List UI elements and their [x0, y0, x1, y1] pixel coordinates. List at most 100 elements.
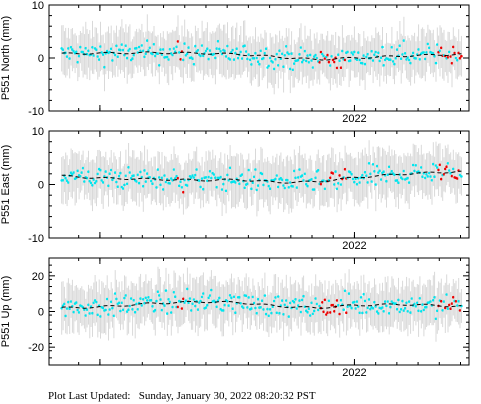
daily-estimate-point [298, 168, 301, 171]
rapid-estimate-point [450, 302, 454, 305]
daily-estimate-point [144, 180, 148, 183]
daily-estimate-point [275, 174, 279, 177]
daily-estimate-point [263, 51, 267, 55]
daily-estimate-point [228, 166, 232, 170]
daily-estimate-point [75, 50, 78, 54]
daily-estimate-point [76, 169, 80, 173]
daily-estimate-point [174, 177, 177, 180]
daily-estimate-point [339, 298, 343, 302]
daily-estimate-point [107, 184, 110, 188]
daily-estimate-point [285, 299, 288, 302]
daily-estimate-point [446, 307, 450, 311]
daily-estimate-point [232, 295, 236, 299]
daily-estimate-point [212, 52, 216, 56]
daily-estimate-point [152, 42, 156, 46]
daily-estimate-point [136, 173, 140, 177]
daily-estimate-point [382, 310, 386, 313]
daily-estimate-point [254, 51, 257, 55]
rapid-estimate-point [182, 190, 185, 194]
daily-estimate-point [429, 300, 432, 303]
daily-estimate-point [200, 44, 204, 47]
daily-estimate-point [123, 53, 126, 57]
daily-estimate-point [337, 303, 340, 307]
daily-estimate-point [95, 48, 98, 51]
daily-estimate-point [119, 171, 122, 175]
daily-estimate-point [385, 179, 388, 183]
daily-estimate-point [406, 310, 410, 313]
daily-estimate-point [379, 56, 383, 59]
daily-estimate-point [223, 303, 227, 307]
rapid-estimate-point [327, 60, 331, 64]
daily-estimate-point [158, 64, 161, 67]
rapid-estimate-point [440, 46, 443, 50]
daily-estimate-point [351, 177, 355, 181]
daily-estimate-point [210, 176, 213, 180]
daily-estimate-point [69, 45, 73, 49]
daily-estimate-point [222, 182, 225, 186]
daily-estimate-point [172, 168, 176, 171]
trend-line [61, 300, 462, 309]
daily-estimate-point [226, 44, 229, 48]
daily-estimate-point [339, 183, 343, 186]
daily-estimate-point [96, 172, 100, 176]
daily-estimate-point [414, 57, 418, 60]
daily-estimate-point [79, 175, 82, 178]
daily-estimate-point [159, 183, 162, 187]
daily-estimate-point [64, 176, 67, 180]
daily-estimate-point [436, 43, 439, 46]
daily-estimate-point [387, 165, 391, 169]
daily-estimate-point [162, 302, 165, 305]
daily-estimate-point [244, 294, 248, 298]
rapid-estimate-point [335, 299, 339, 302]
daily-estimate-point [366, 306, 370, 310]
daily-estimate-point [310, 178, 314, 181]
rapid-estimate-point [449, 307, 453, 311]
daily-estimate-point [208, 294, 212, 297]
daily-estimate-point [387, 312, 391, 315]
daily-estimate-point [325, 55, 328, 59]
daily-estimate-point [206, 47, 209, 50]
daily-estimate-point [184, 299, 188, 303]
daily-estimate-point [198, 179, 201, 182]
rapid-estimate-point [440, 177, 443, 181]
daily-estimate-point [303, 172, 307, 176]
daily-estimate-point [294, 176, 297, 180]
daily-estimate-point [67, 300, 70, 304]
daily-estimate-point [310, 59, 314, 62]
daily-estimate-point [121, 187, 125, 190]
daily-estimate-point [83, 308, 86, 311]
daily-estimate-point [172, 47, 176, 50]
daily-estimate-point [246, 306, 249, 309]
rapid-estimate-point [326, 53, 330, 57]
daily-estimate-point [135, 46, 138, 50]
daily-estimate-point [255, 188, 259, 192]
rapid-estimate-point [318, 61, 322, 64]
panel-1: -10 0 10 2022 P551 North (mm) [0, 0, 470, 125]
daily-estimate-point [186, 184, 189, 187]
daily-estimate-point [175, 45, 178, 49]
daily-estimate-point [109, 47, 113, 51]
daily-estimate-point [329, 64, 332, 67]
daily-estimate-point [374, 50, 378, 54]
daily-estimate-point [113, 171, 117, 174]
daily-estimate-point [361, 311, 364, 315]
daily-estimate-point [456, 304, 459, 307]
daily-estimate-point [227, 304, 231, 307]
daily-estimate-point [287, 315, 291, 318]
daily-estimate-point [174, 295, 177, 299]
y-tick-label: 10 [32, 126, 44, 138]
daily-estimate-point [266, 307, 269, 311]
daily-estimate-point [429, 175, 432, 178]
daily-estimate-point [87, 303, 90, 307]
daily-estimate-point [124, 174, 128, 178]
daily-estimate-point [434, 61, 438, 65]
daily-estimate-point [330, 55, 334, 58]
daily-estimate-point [96, 55, 100, 58]
daily-estimate-point [131, 308, 134, 311]
y-tick-label: 20 [32, 271, 44, 283]
daily-estimate-point [299, 46, 303, 49]
daily-estimate-point [373, 300, 376, 304]
daily-estimate-point [405, 301, 408, 305]
daily-estimate-point [204, 49, 208, 53]
daily-estimate-point [274, 57, 277, 61]
